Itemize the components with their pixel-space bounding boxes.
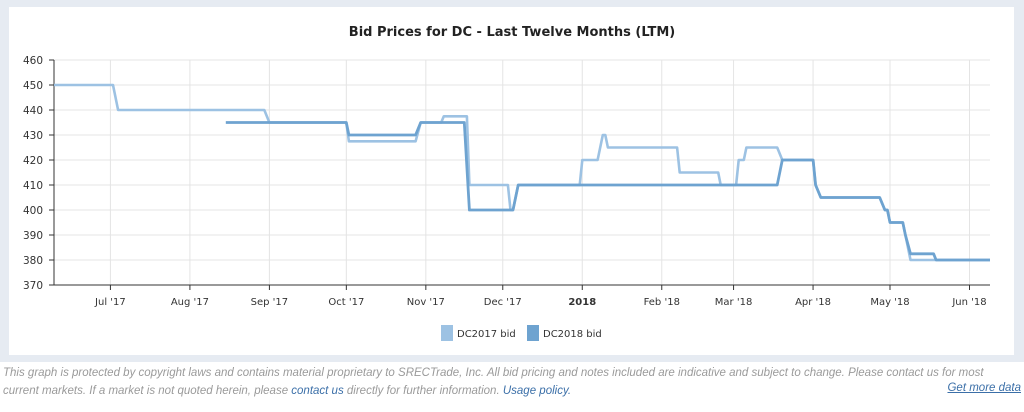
- y-tick-label: 420: [23, 155, 43, 167]
- notice-text: This graph is protected by copyright law…: [3, 367, 984, 397]
- y-tick-label: 390: [23, 230, 43, 242]
- y-tick-label: 430: [23, 130, 43, 142]
- y-tick-label: 370: [23, 280, 43, 292]
- usage-policy-link[interactable]: Usage policy.: [502, 385, 572, 397]
- copyright-notice: This graph is protected by copyright law…: [3, 364, 1021, 400]
- y-tick-label: 410: [23, 180, 43, 192]
- x-tick-label: Apr '18: [795, 297, 831, 308]
- y-tick-label: 450: [23, 80, 43, 92]
- legend-label: DC2018 bid: [543, 329, 602, 340]
- x-tick-label: Nov '17: [407, 297, 445, 308]
- legend-swatch: [527, 325, 539, 341]
- notice-text-2: directly for further information.: [343, 385, 503, 397]
- bid-price-chart: Bid Prices for DC - Last Twelve Months (…: [23, 25, 990, 341]
- x-tick-label: Jul '17: [94, 297, 126, 308]
- x-tick-label: Feb '18: [644, 297, 680, 308]
- y-tick-label: 380: [23, 255, 43, 267]
- x-tick-label: Jun '18: [951, 297, 986, 308]
- x-tick-label: 2018: [568, 297, 596, 308]
- y-tick-label: 440: [23, 105, 43, 117]
- x-tick-label: Oct '17: [328, 297, 364, 308]
- legend-label: DC2017 bid: [457, 329, 516, 340]
- legend-swatch: [441, 325, 453, 341]
- y-tick-label: 400: [23, 205, 43, 217]
- series-line-dc2017-bid: [54, 83, 990, 262]
- x-tick-label: Sep '17: [251, 297, 289, 308]
- chart-panel: [9, 7, 1014, 355]
- x-tick-label: Mar '18: [715, 297, 753, 308]
- chart-title: Bid Prices for DC - Last Twelve Months (…: [349, 25, 675, 40]
- get-more-data-link[interactable]: Get more data: [947, 382, 1021, 394]
- y-tick-label: 460: [23, 55, 43, 67]
- x-tick-label: Aug '17: [171, 297, 209, 308]
- contact-us-link[interactable]: contact us: [291, 385, 344, 397]
- series-line-dc2018-bid: [225, 121, 990, 262]
- x-tick-label: Dec '17: [484, 297, 522, 308]
- x-tick-label: May '18: [870, 297, 909, 308]
